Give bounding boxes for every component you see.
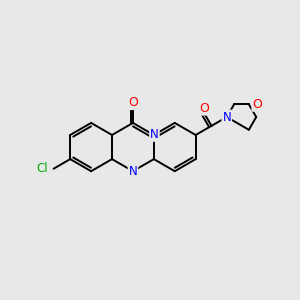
Text: N: N [150,128,159,141]
Text: O: O [199,102,209,115]
Text: O: O [128,96,138,109]
Text: O: O [252,98,262,111]
Text: N: N [222,110,231,124]
Text: Cl: Cl [37,162,48,175]
Text: N: N [129,165,137,178]
